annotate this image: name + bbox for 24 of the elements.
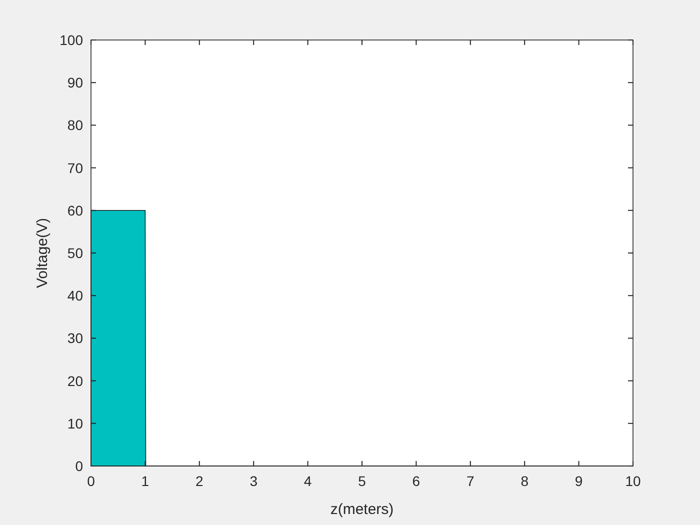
y-tick-label: 40 (67, 288, 84, 304)
y-tick-label: 0 (75, 458, 84, 474)
x-tick-label: 9 (574, 473, 583, 489)
x-tick-label: 7 (466, 473, 474, 489)
y-axis-title: Voltage(V) (34, 218, 51, 288)
y-tick-label: 70 (67, 160, 84, 176)
y-tick-label: 80 (67, 117, 84, 134)
x-tick-label: 1 (141, 473, 150, 489)
y-tick-label: 60 (67, 202, 84, 218)
x-tick-label: 3 (250, 473, 258, 489)
x-tick-label: 5 (358, 473, 366, 489)
x-tick-label: 10 (625, 473, 641, 489)
x-tick-label: 2 (196, 473, 204, 489)
x-tick-label: 0 (87, 473, 96, 489)
x-tick-label: 8 (520, 473, 529, 489)
y-tick-label: 100 (60, 32, 84, 48)
y-tick-label: 30 (67, 330, 84, 346)
x-tick-label: 6 (412, 473, 420, 489)
x-tick-label: 4 (304, 473, 312, 489)
y-tick-label: 50 (67, 245, 84, 261)
y-tick-label: 20 (67, 372, 84, 389)
x-axis-title: z(meters) (330, 501, 394, 518)
y-tick-label: 90 (67, 74, 84, 91)
y-tick-label: 10 (67, 415, 84, 432)
